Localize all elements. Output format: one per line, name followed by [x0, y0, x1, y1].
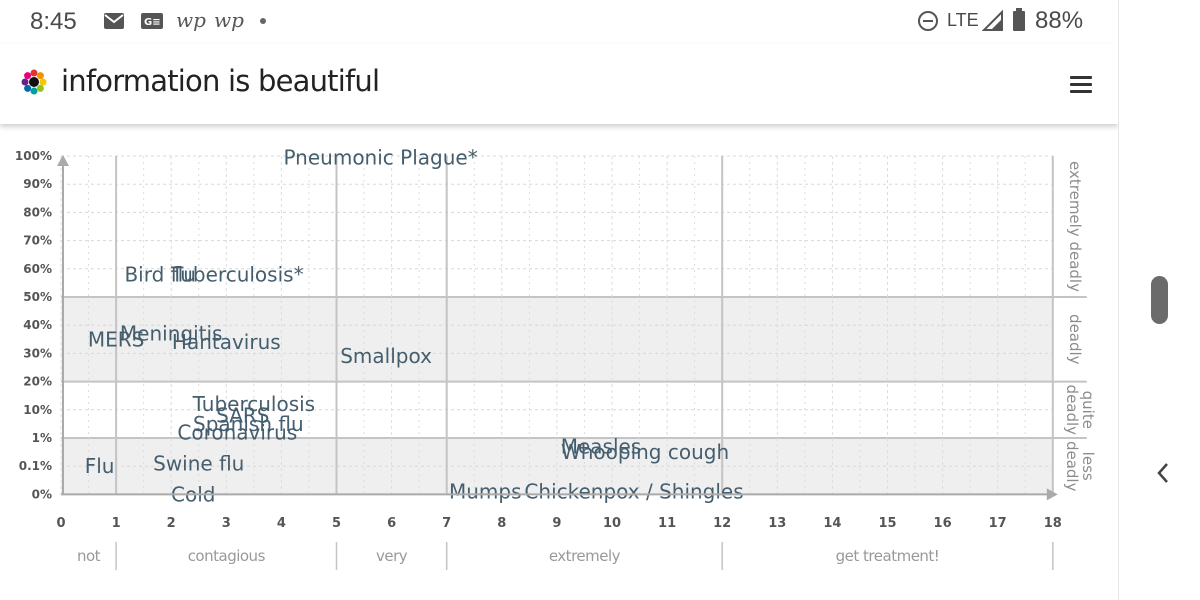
y-tick-label: 30%	[23, 346, 52, 360]
battery-icon	[1013, 8, 1025, 31]
disease-label[interactable]: Smallpox	[340, 344, 432, 368]
disease-label[interactable]: Whooping cough	[561, 440, 729, 464]
svg-text:deadly: deadly	[1063, 441, 1081, 492]
news-icon: G≡	[141, 13, 163, 29]
deadliness-band-label: extremely deadly	[1066, 161, 1084, 292]
svg-text:G≡: G≡	[144, 17, 161, 28]
deadliness-band-label: deadly	[1066, 314, 1084, 365]
chevron-left-icon[interactable]	[1151, 458, 1175, 488]
hamburger-menu-icon[interactable]	[1066, 72, 1096, 96]
contagiousness-band-label: contagious	[188, 547, 266, 565]
disease-label[interactable]: SARS	[216, 403, 269, 427]
y-tick-label: 40%	[23, 318, 52, 332]
disease-label[interactable]: Measles	[561, 434, 642, 458]
x-tick-label: 15	[878, 516, 896, 531]
x-tick-label: 6	[387, 516, 396, 531]
y-tick-label: 80%	[23, 205, 52, 219]
contagiousness-band-label: extremely	[549, 547, 621, 565]
dot-icon	[260, 18, 266, 24]
y-tick-label: 0.1%	[19, 459, 52, 473]
y-tick-label: 90%	[23, 177, 52, 191]
disease-scatter-chart: 100%90%80%70%60%50%40%30%20%10%1%0.1%0% …	[15, 145, 1097, 570]
y-tick-label: 60%	[23, 262, 52, 276]
disease-label[interactable]: Flu	[85, 454, 115, 478]
mail-icon	[104, 13, 124, 29]
x-tick-label: 4	[277, 516, 286, 531]
x-tick-label: 3	[222, 516, 231, 531]
x-tick-label: 18	[1044, 516, 1062, 531]
disease-label[interactable]: Chickenpox / Shingles	[524, 480, 743, 504]
x-tick-label: 1	[112, 516, 121, 531]
svg-text:less: less	[1079, 452, 1097, 481]
contagiousness-band-label: very	[376, 547, 408, 565]
disease-label[interactable]: MERS	[88, 327, 144, 351]
flower-logo-icon[interactable]	[20, 68, 48, 96]
x-axis-ticks: 0 1 2 3 4 5 6 7 8 9 10 11 12 13 14 15 16 17 18	[56, 516, 1061, 531]
scrollbar-thumb[interactable]	[1151, 276, 1168, 324]
x-tick-label: 9	[552, 516, 561, 531]
side-panel	[1118, 0, 1200, 600]
x-axis-arrow	[1046, 488, 1058, 501]
disease-label[interactable]: Bird flu	[124, 262, 195, 286]
axes	[57, 155, 1058, 501]
y-axis-ticks: 100% 90% 80% 70% 60% 50% 40% 30% 20% 10% 1% 0.1% 0%	[15, 149, 52, 501]
y-tick-label: 70%	[23, 234, 52, 248]
wp-icon: wp	[214, 8, 244, 32]
disease-label[interactable]: Hantavirus	[172, 330, 281, 354]
status-time: 8:45	[30, 8, 77, 35]
y-tick-label: 100%	[15, 149, 52, 163]
site-title[interactable]: information is beautiful	[61, 64, 380, 98]
contagiousness-band-labels: not contagious very extremely get treatment!	[77, 542, 1054, 570]
disease-label[interactable]: Pneumonic Plague*	[283, 145, 477, 169]
x-tick-label: 8	[497, 516, 506, 531]
disease-label[interactable]: Tuberculosis	[192, 392, 316, 416]
disease-label[interactable]: Spanish flu	[193, 412, 304, 436]
y-tick-label: 10%	[23, 403, 52, 417]
disease-label[interactable]: Swine flu	[153, 451, 244, 475]
svg-text:quite: quite	[1079, 391, 1097, 429]
contagiousness-band-label: not	[77, 547, 101, 565]
x-tick-label: 10	[603, 516, 621, 531]
svg-text:extremely deadly: extremely deadly	[1066, 161, 1084, 292]
x-tick-label: 7	[442, 516, 451, 531]
do-not-disturb-icon	[918, 11, 938, 31]
svg-text:deadly: deadly	[1066, 314, 1084, 365]
x-tick-label: 5	[332, 516, 341, 531]
y-tick-label: 1%	[32, 431, 52, 445]
x-tick-label: 0	[56, 516, 65, 531]
x-tick-label: 16	[934, 516, 952, 531]
y-tick-label: 50%	[23, 290, 52, 304]
svg-text:deadly: deadly	[1063, 385, 1081, 436]
disease-label[interactable]: Coronavirus	[177, 420, 297, 444]
disease-label[interactable]: Tuberculosis*	[170, 262, 304, 286]
contagiousness-band-label: get treatment!	[836, 547, 940, 565]
disease-label[interactable]: Mumps	[449, 480, 522, 504]
signal-icon	[982, 10, 1003, 31]
y-axis-arrow	[57, 155, 69, 166]
app-window: 8:45 G≡ wp wp LTE 88%	[0, 0, 1118, 570]
y-tick-label: 0%	[32, 487, 52, 501]
x-tick-label: 14	[823, 516, 841, 531]
x-tick-label: 11	[658, 516, 676, 531]
network-type: LTE	[947, 10, 979, 30]
x-tick-label: 2	[167, 516, 176, 531]
x-tick-label: 12	[713, 516, 731, 531]
y-tick-label: 20%	[23, 375, 52, 389]
x-tick-label: 13	[768, 516, 786, 531]
disease-label[interactable]: Meningitis	[120, 322, 223, 346]
band-less-deadly	[61, 438, 1053, 495]
deadliness-band-labels: extremely deadlydeadlyquitedeadlylessdea…	[1052, 161, 1097, 492]
x-tick-label: 17	[989, 516, 1007, 531]
wp-icon: wp	[176, 8, 206, 32]
site-header: information is beautiful	[0, 44, 1118, 124]
status-bar: 8:45 G≡ wp wp LTE 88%	[0, 0, 1118, 44]
battery-level: 88%	[1035, 7, 1084, 34]
